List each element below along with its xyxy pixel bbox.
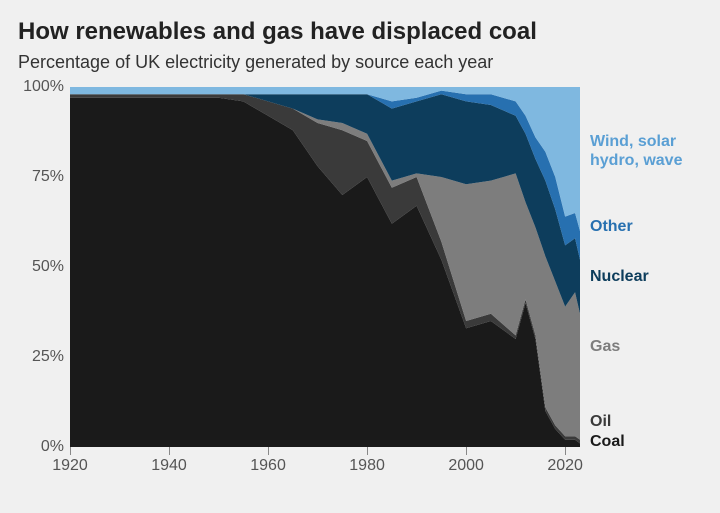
x-tick bbox=[565, 447, 566, 455]
legend-item-nuclear: Nuclear bbox=[590, 267, 649, 286]
chart-container: How renewables and gas have displaced co… bbox=[0, 0, 720, 513]
legend: Wind, solar hydro, wave Other Nuclear Gas Oi… bbox=[586, 87, 710, 447]
y-tick-label: 0% bbox=[41, 438, 64, 456]
y-tick-label: 100% bbox=[23, 78, 64, 96]
y-tick-label: 75% bbox=[32, 168, 64, 186]
x-tick bbox=[268, 447, 269, 455]
x-tick-label: 2020 bbox=[547, 457, 583, 475]
y-tick-label: 50% bbox=[32, 258, 64, 276]
legend-item-coal: Coal bbox=[590, 432, 625, 451]
x-tick bbox=[70, 447, 71, 455]
chart-title: How renewables and gas have displaced co… bbox=[18, 18, 710, 46]
x-tick bbox=[466, 447, 467, 455]
legend-item-renewables: Wind, solar hydro, wave bbox=[590, 132, 682, 170]
legend-item-gas: Gas bbox=[590, 337, 620, 356]
x-tick bbox=[169, 447, 170, 455]
plot-area bbox=[70, 87, 580, 447]
stacked-area-svg bbox=[70, 87, 580, 447]
plot-wrap: 0%25%50%75%100% Wind, solar hydro, waveO… bbox=[10, 87, 710, 492]
x-tick-label: 1940 bbox=[151, 457, 187, 475]
x-tick-label: 1920 bbox=[52, 457, 88, 475]
x-axis-labels: 192019401960198020002020 bbox=[70, 457, 580, 487]
x-tick-label: 2000 bbox=[448, 457, 484, 475]
x-tick-label: 1980 bbox=[349, 457, 385, 475]
legend-item-other: Other bbox=[590, 217, 633, 236]
legend-item-oil: Oil bbox=[590, 412, 611, 431]
x-tick bbox=[367, 447, 368, 455]
x-tick-label: 1960 bbox=[250, 457, 286, 475]
y-tick-label: 25% bbox=[32, 348, 64, 366]
y-axis-labels: 0%25%50%75%100% bbox=[10, 87, 70, 447]
chart-subtitle: Percentage of UK electricity generated b… bbox=[18, 52, 710, 73]
